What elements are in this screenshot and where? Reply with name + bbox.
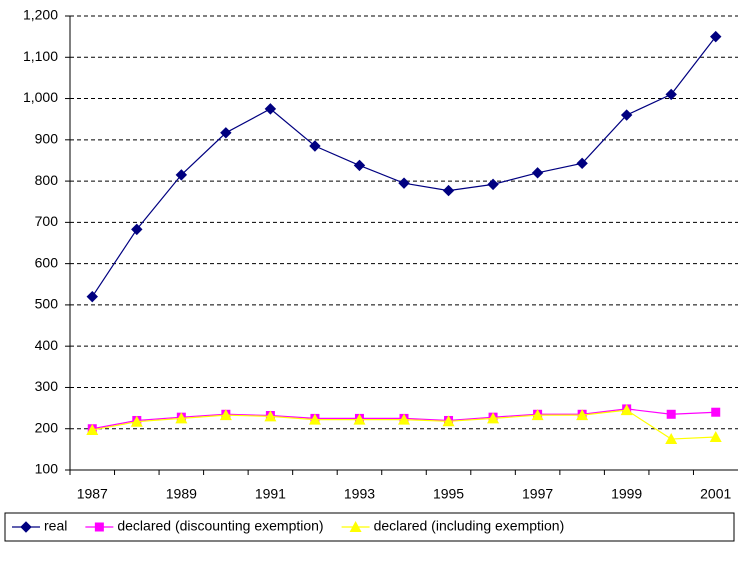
point	[442, 184, 455, 197]
point	[576, 409, 589, 421]
x-tick-label: 2001	[700, 486, 731, 502]
point	[130, 415, 143, 427]
point	[665, 433, 678, 445]
point	[86, 290, 98, 303]
y-tick-label: 200	[35, 419, 59, 435]
point	[531, 409, 544, 421]
y-tick-label: 1,200	[23, 7, 58, 23]
point	[264, 103, 277, 115]
y-tick-label: 100	[35, 461, 59, 477]
x-tick-label: 1987	[77, 486, 108, 502]
y-tick-label: 500	[35, 296, 59, 312]
point	[711, 407, 721, 417]
y-tick-label: 400	[35, 337, 59, 353]
point	[309, 140, 321, 152]
point	[620, 109, 633, 121]
legend-marker	[20, 521, 32, 533]
point	[86, 423, 99, 435]
point	[398, 413, 410, 425]
point	[487, 412, 500, 424]
x-tick-label: 1997	[522, 486, 553, 502]
point	[264, 410, 277, 422]
x-tick-label: 1999	[611, 486, 642, 502]
x-tick-label: 1993	[344, 486, 375, 502]
y-tick-label: 900	[35, 131, 59, 147]
point	[665, 88, 677, 101]
point	[710, 30, 722, 43]
y-tick-label: 700	[35, 213, 59, 229]
legend-marker	[94, 522, 104, 532]
y-tick-label: 1,100	[23, 48, 58, 64]
y-tick-label: 600	[35, 254, 59, 270]
y-tick-label: 800	[35, 172, 59, 188]
y-tick-label: 1,000	[23, 89, 58, 105]
legend-marker	[349, 521, 362, 532]
point	[219, 409, 232, 421]
point	[353, 413, 366, 425]
point	[531, 167, 544, 179]
point	[398, 177, 410, 189]
legend-label: real	[44, 518, 67, 534]
series-line	[91, 36, 717, 297]
point	[308, 413, 321, 425]
point	[709, 430, 722, 442]
point	[487, 178, 499, 191]
point	[131, 223, 143, 236]
point	[220, 127, 232, 139]
y-tick-label: 300	[35, 378, 59, 394]
legend-label: declared (including exemption)	[374, 518, 565, 534]
point	[175, 412, 188, 424]
point	[666, 409, 676, 419]
point	[353, 159, 366, 172]
x-tick-label: 1991	[255, 486, 286, 502]
x-tick-label: 1995	[433, 486, 464, 502]
point	[175, 169, 188, 181]
point	[576, 157, 588, 170]
point	[442, 415, 455, 427]
x-tick-label: 1989	[166, 486, 197, 502]
point	[620, 404, 633, 416]
legend-label: declared (discounting exemption)	[117, 518, 323, 534]
